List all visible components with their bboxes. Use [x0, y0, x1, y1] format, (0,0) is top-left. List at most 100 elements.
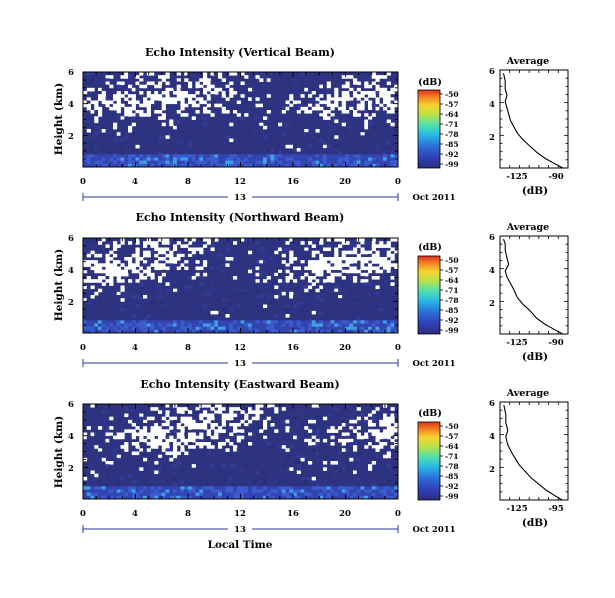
- heatmap-cell: [158, 438, 163, 443]
- colorbar-tick-label: -78: [445, 130, 459, 139]
- heatmap-cell: [300, 301, 305, 305]
- heatmap-cell: [319, 263, 324, 267]
- heatmap-cell: [86, 489, 91, 494]
- heatmap-cell: [116, 272, 121, 277]
- heatmap-cell: [161, 238, 166, 242]
- heatmap-cell: [266, 486, 271, 490]
- heatmap-cell: [154, 442, 159, 446]
- heatmap-cell: [315, 157, 320, 162]
- y-tick-label: 4: [68, 100, 74, 110]
- heatmap-cell: [334, 160, 339, 165]
- heatmap-cell: [326, 163, 331, 168]
- heatmap-cell: [191, 432, 196, 437]
- heatmap-cell: [311, 435, 316, 440]
- heatmap-cell: [244, 326, 249, 331]
- heatmap-cell: [356, 97, 361, 101]
- heatmap-cell: [203, 87, 208, 92]
- heatmap-cell: [135, 163, 140, 168]
- heatmap-cell: [278, 272, 283, 277]
- heatmap-cell: [203, 320, 208, 324]
- heatmap-cell: [120, 445, 125, 449]
- heatmap-cell: [323, 461, 328, 465]
- heatmap-cell: [161, 432, 166, 437]
- heatmap-cell: [169, 157, 174, 162]
- heatmap-cell: [285, 404, 290, 408]
- heatmap-cell: [180, 426, 185, 430]
- heatmap-cell: [195, 426, 200, 430]
- heatmap-cell: [180, 329, 185, 334]
- heatmap-cell: [101, 87, 106, 92]
- heatmap-cell: [128, 94, 133, 98]
- heatmap-cell: [300, 329, 305, 334]
- heatmap-cell: [270, 269, 275, 274]
- heatmap-cell: [94, 291, 99, 296]
- heatmap-cell: [364, 295, 369, 299]
- heatmap-cell: [390, 103, 395, 108]
- heatmap-cell: [173, 464, 178, 468]
- heatmap-cell: [214, 326, 219, 331]
- heatmap-cell: [165, 157, 170, 162]
- heatmap-cell: [98, 451, 103, 456]
- heatmap-cell: [285, 266, 290, 271]
- heatmap-cell: [221, 78, 226, 82]
- day-label: 13: [234, 193, 246, 203]
- heatmap-cell: [300, 285, 305, 290]
- heatmap-cell: [195, 323, 200, 328]
- heatmap-cell: [180, 100, 185, 105]
- heatmap-cell: [206, 157, 211, 162]
- heatmap-cell: [289, 419, 294, 424]
- heatmap-cell: [383, 151, 388, 155]
- heatmap-cell: [191, 320, 196, 324]
- heatmap-cell: [233, 464, 238, 468]
- heatmap-cell: [353, 445, 358, 449]
- heatmap-cell: [218, 247, 223, 252]
- heatmap-cell: [158, 489, 163, 494]
- heatmap-cell: [270, 154, 275, 158]
- heatmap-cell: [161, 404, 166, 408]
- heatmap-cell: [203, 272, 208, 277]
- heatmap-cell: [229, 282, 234, 286]
- heatmap-cell: [150, 320, 155, 324]
- heatmap-cell: [161, 91, 166, 95]
- heatmap-cell: [169, 457, 174, 462]
- heatmap-cell: [161, 320, 166, 324]
- heatmap-cell: [128, 301, 133, 305]
- heatmap-cell: [319, 483, 324, 487]
- heatmap-cell: [360, 100, 365, 105]
- heatmap-cell: [191, 116, 196, 120]
- heatmap-cell: [173, 483, 178, 487]
- heatmap-cell: [135, 486, 140, 490]
- heatmap-cell: [154, 244, 159, 248]
- heatmap-cell: [334, 238, 339, 242]
- heatmap-cell: [150, 307, 155, 312]
- heatmap-cell: [135, 329, 140, 334]
- heatmap-cell: [236, 423, 241, 427]
- heatmap-plot: [83, 72, 399, 168]
- heatmap-cell: [371, 125, 376, 130]
- heatmap-cell: [386, 91, 391, 95]
- day-axis: 13: [82, 523, 399, 535]
- heatmap-cell: [90, 157, 95, 162]
- heatmap-cell: [120, 435, 125, 440]
- heatmap-cell: [285, 304, 290, 309]
- heatmap-cell: [173, 113, 178, 117]
- heatmap-cell: [315, 323, 320, 328]
- heatmap-cell: [229, 122, 234, 127]
- heatmap-cell: [263, 75, 268, 79]
- heatmap-cell: [105, 429, 110, 433]
- heatmap-cell: [353, 250, 358, 255]
- heatmap-cell: [229, 320, 234, 324]
- heatmap-cell: [300, 160, 305, 165]
- heatmap-cell: [353, 451, 358, 456]
- heatmap-cell: [214, 423, 219, 427]
- heatmap-cell: [338, 486, 343, 490]
- heatmap-cell: [83, 100, 88, 105]
- heatmap-cell: [240, 435, 245, 440]
- heatmap-cell: [379, 241, 384, 245]
- heatmap-cell: [300, 154, 305, 158]
- colorbar-tick-label: -71: [445, 452, 459, 461]
- heatmap-cell: [285, 151, 290, 155]
- heatmap-cell: [356, 407, 361, 411]
- heatmap-cell: [165, 100, 170, 105]
- heatmap-cell: [86, 426, 91, 430]
